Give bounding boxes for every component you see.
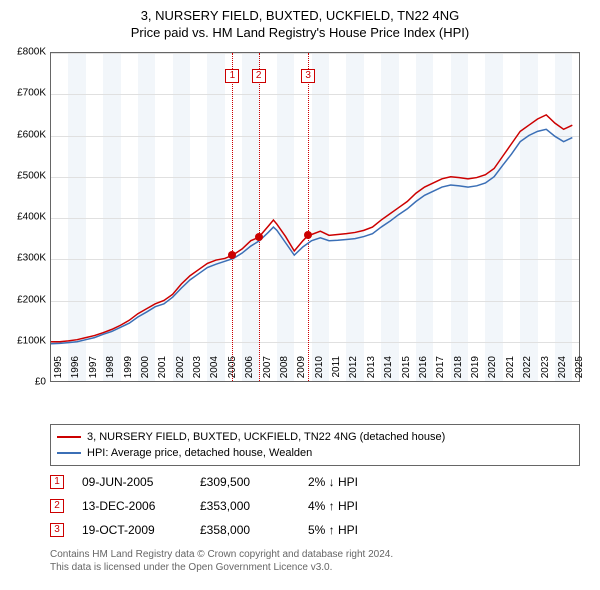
sales-price: £358,000: [200, 523, 290, 537]
x-axis-label: 2004: [209, 356, 220, 386]
x-axis-label: 2023: [540, 356, 551, 386]
x-axis-label: 2011: [331, 356, 342, 386]
sale-marker-box: 3: [301, 69, 315, 83]
y-axis-label: £0: [2, 377, 46, 388]
sales-row: 3 19-OCT-2009 £358,000 5% ↑ HPI: [50, 518, 580, 542]
sales-marker: 3: [50, 523, 64, 537]
sale-marker-dot: [255, 233, 263, 241]
x-axis-label: 1997: [88, 356, 99, 386]
footer-line1: Contains HM Land Registry data © Crown c…: [50, 548, 393, 561]
sales-marker: 1: [50, 475, 64, 489]
series-property: [51, 115, 572, 342]
title-block: 3, NURSERY FIELD, BUXTED, UCKFIELD, TN22…: [0, 0, 600, 40]
x-axis-label: 2018: [453, 356, 464, 386]
x-axis-label: 2022: [522, 356, 533, 386]
title-address: 3, NURSERY FIELD, BUXTED, UCKFIELD, TN22…: [0, 8, 600, 23]
x-axis-label: 2003: [192, 356, 203, 386]
x-axis-label: 1995: [53, 356, 64, 386]
x-axis-label: 1996: [70, 356, 81, 386]
sale-marker-dot: [228, 251, 236, 259]
legend-swatch: [57, 452, 81, 454]
x-axis-label: 2005: [227, 356, 238, 386]
x-axis-label: 1998: [105, 356, 116, 386]
sales-row: 1 09-JUN-2005 £309,500 2% ↓ HPI: [50, 470, 580, 494]
x-axis-label: 2013: [366, 356, 377, 386]
x-axis-label: 2024: [557, 356, 568, 386]
legend: 3, NURSERY FIELD, BUXTED, UCKFIELD, TN22…: [50, 424, 580, 466]
x-axis-label: 2025: [574, 356, 585, 386]
x-axis-label: 2008: [279, 356, 290, 386]
x-axis-label: 1999: [123, 356, 134, 386]
x-axis-label: 2017: [435, 356, 446, 386]
sales-date: 13-DEC-2006: [82, 499, 182, 513]
sales-delta: 2% ↓ HPI: [308, 475, 398, 489]
x-axis-label: 2006: [244, 356, 255, 386]
x-axis-label: 2012: [348, 356, 359, 386]
y-axis-label: £400K: [2, 212, 46, 223]
legend-swatch: [57, 436, 81, 438]
x-axis-label: 2019: [470, 356, 481, 386]
line-svg: [51, 53, 580, 382]
title-subtitle: Price paid vs. HM Land Registry's House …: [0, 25, 600, 40]
legend-label: 3, NURSERY FIELD, BUXTED, UCKFIELD, TN22…: [87, 431, 445, 443]
y-axis-label: £200K: [2, 294, 46, 305]
sales-row: 2 13-DEC-2006 £353,000 4% ↑ HPI: [50, 494, 580, 518]
x-axis-label: 2016: [418, 356, 429, 386]
x-axis-label: 2002: [175, 356, 186, 386]
y-axis-label: £500K: [2, 170, 46, 181]
sales-price: £353,000: [200, 499, 290, 513]
sales-delta: 4% ↑ HPI: [308, 499, 398, 513]
footer: Contains HM Land Registry data © Crown c…: [50, 548, 393, 574]
x-axis-label: 2021: [505, 356, 516, 386]
x-axis-label: 2001: [157, 356, 168, 386]
x-axis-label: 2015: [401, 356, 412, 386]
sale-marker-box: 1: [225, 69, 239, 83]
sale-marker-box: 2: [252, 69, 266, 83]
sales-delta: 5% ↑ HPI: [308, 523, 398, 537]
y-axis-label: £800K: [2, 47, 46, 58]
sales-marker: 2: [50, 499, 64, 513]
y-axis-label: £100K: [2, 335, 46, 346]
sales-price: £309,500: [200, 475, 290, 489]
x-axis-label: 2007: [262, 356, 273, 386]
sales-date: 19-OCT-2009: [82, 523, 182, 537]
legend-label: HPI: Average price, detached house, Weal…: [87, 447, 312, 459]
x-axis-label: 2000: [140, 356, 151, 386]
y-axis-label: £600K: [2, 129, 46, 140]
plot-area: 12 3: [50, 52, 580, 382]
x-axis-label: 2020: [487, 356, 498, 386]
x-axis-label: 2009: [296, 356, 307, 386]
chart-container: 3, NURSERY FIELD, BUXTED, UCKFIELD, TN22…: [0, 0, 600, 590]
x-axis-label: 2014: [383, 356, 394, 386]
legend-item: 3, NURSERY FIELD, BUXTED, UCKFIELD, TN22…: [57, 429, 573, 445]
sale-marker-dot: [304, 231, 312, 239]
y-axis-label: £300K: [2, 253, 46, 264]
legend-item: HPI: Average price, detached house, Weal…: [57, 445, 573, 461]
y-axis-label: £700K: [2, 88, 46, 99]
sales-date: 09-JUN-2005: [82, 475, 182, 489]
chart-area: 123 £0£100K£200K£300K£400K£500K£600K£700…: [50, 52, 580, 382]
x-axis-label: 2010: [314, 356, 325, 386]
sales-table: 1 09-JUN-2005 £309,500 2% ↓ HPI 2 13-DEC-2006…: [50, 470, 580, 542]
footer-line2: This data is licensed under the Open Gov…: [50, 561, 393, 574]
